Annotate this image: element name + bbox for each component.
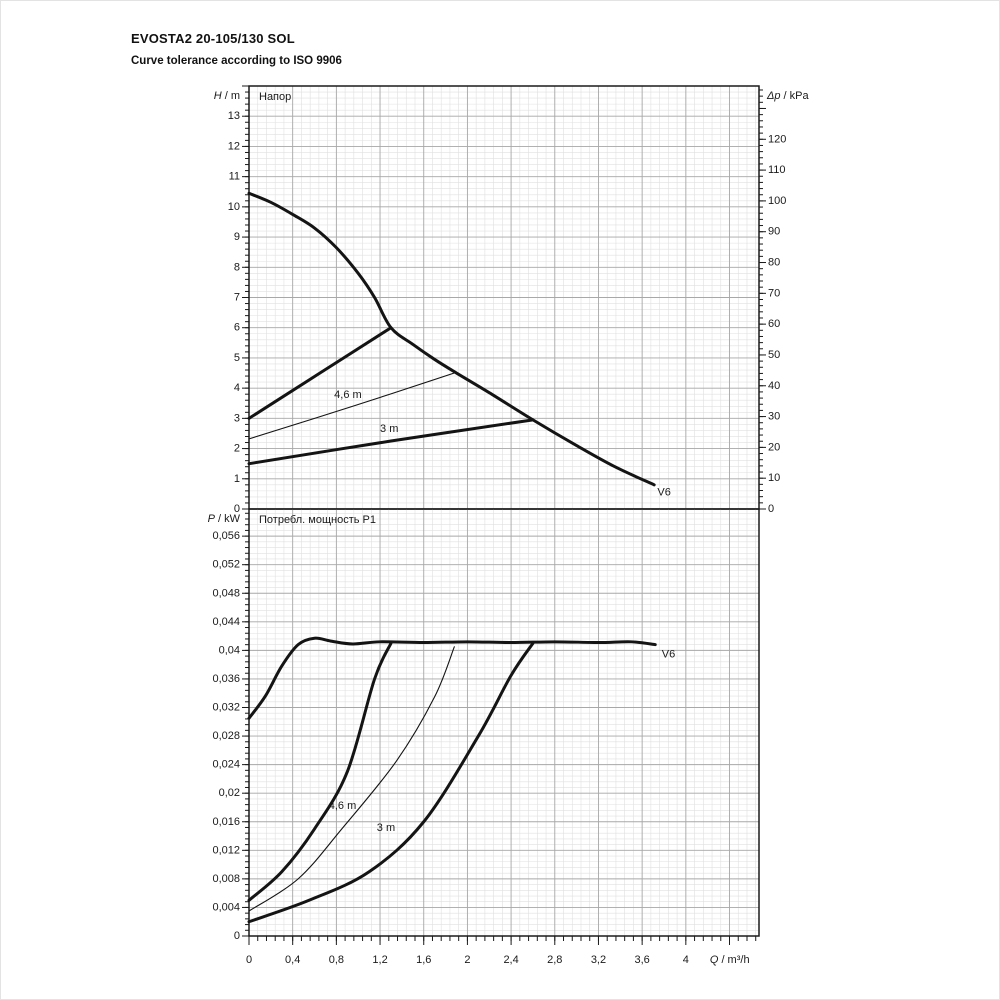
x-tick-label: 0,8 [329, 954, 344, 966]
curve-label-setting-4-6m-power: 4,6 m [329, 800, 357, 812]
x-axis-label: Q / m³/h [710, 954, 750, 966]
y-right-tick-label: 70 [768, 287, 780, 299]
curve-label-setting-4-6m: 4,6 m [334, 389, 362, 401]
y-tick-label: 12 [228, 140, 240, 152]
axis-ticks [242, 85, 766, 510]
x-tick-label: 3,2 [591, 954, 606, 966]
head-chart: 1312111098765432101201101009080706050403… [214, 85, 810, 515]
y-tick-label: 6 [234, 322, 240, 334]
y-tick-label: 0,02 [219, 787, 240, 799]
y-tick-label: 0,016 [212, 816, 240, 828]
y-tick-label: 1 [234, 473, 240, 485]
curve-setting-max [247, 326, 393, 420]
y-tick-label: 0,024 [212, 759, 240, 771]
y-right-axis-label: Δp / kPa [766, 90, 810, 102]
y-tick-label: 0,044 [212, 616, 240, 628]
y-right-tick-label: 40 [768, 380, 780, 392]
y-tick-label: 0 [234, 930, 240, 942]
y-tick-label: 0,056 [212, 530, 240, 542]
y-tick-label: 3 [234, 412, 240, 424]
y-tick-label: 0,004 [212, 901, 240, 913]
y-tick-label: 0 [234, 503, 240, 515]
curve-label-setting-3m-power: 3 m [377, 822, 395, 834]
x-tick-label: 1,6 [416, 954, 431, 966]
document-header: EVOSTA2 20-105/130 SOL Curve tolerance a… [131, 31, 342, 67]
y-tick-label: 5 [234, 352, 240, 364]
x-tick-label: 2,4 [503, 954, 518, 966]
y-tick-label: 0,036 [212, 673, 240, 685]
x-tick-label: 1,2 [372, 954, 387, 966]
y-tick-label: 0,008 [212, 873, 240, 885]
y-right-tick-label: 20 [768, 441, 780, 453]
y-right-tick-label: 80 [768, 257, 780, 269]
doc-title: EVOSTA2 20-105/130 SOL [131, 31, 295, 46]
grid-minor [249, 509, 759, 936]
curve-label-setting-3m: 3 m [380, 423, 398, 435]
y-tick-label: 0,04 [219, 644, 240, 656]
grid-major [249, 85, 759, 509]
y-right-tick-label: 0 [768, 503, 774, 515]
y-tick-label: 0,032 [212, 702, 240, 714]
y-tick-label: 0,028 [212, 730, 240, 742]
curve-setting-4-6m-power [248, 646, 455, 912]
y-axis-label: P / kW [208, 513, 241, 525]
curve-setting-max-power [247, 641, 393, 902]
y-tick-label: 0,052 [212, 559, 240, 571]
curve-setting-4-6m [248, 372, 455, 440]
y-tick-label: 0,012 [212, 844, 240, 856]
plot-frame [248, 508, 760, 937]
y-right-tick-label: 30 [768, 411, 780, 423]
y-tick-label: 8 [234, 261, 240, 273]
y-tick-label: 7 [234, 292, 240, 304]
y-right-tick-label: 50 [768, 349, 780, 361]
curve-label-max-speed-curve: V6 [657, 486, 670, 498]
x-tick-label: 3,6 [634, 954, 649, 966]
y-tick-label: 10 [228, 201, 240, 213]
y-right-tick-label: 110 [768, 164, 786, 176]
y-tick-label: 11 [229, 171, 240, 183]
y-right-tick-label: 120 [768, 133, 786, 145]
axis-ticks [242, 512, 757, 945]
y-axis-label: H / m [214, 90, 240, 102]
y-right-tick-label: 100 [768, 195, 786, 207]
y-tick-label: 0,048 [212, 587, 240, 599]
curve-setting-3m [247, 418, 535, 466]
curve-setting-3m-power [247, 641, 535, 924]
y-tick-label: 9 [234, 231, 240, 243]
y-right-tick-label: 10 [768, 472, 780, 484]
curve-max-speed-power [247, 636, 657, 720]
y-tick-label: 2 [234, 443, 240, 455]
curve-label-max-speed-power: V6 [662, 649, 675, 661]
y-tick-label: 4 [234, 382, 240, 394]
curve-max-speed-curve [247, 191, 656, 487]
y-right-tick-label: 90 [768, 226, 780, 238]
chart-title: Потребл. мощность P1 [259, 514, 376, 526]
chart-title: Напор [259, 91, 291, 103]
x-tick-label: 4 [683, 954, 689, 966]
y-tick-label: 13 [228, 110, 240, 122]
x-tick-label: 2 [464, 954, 470, 966]
x-tick-label: 2,8 [547, 954, 562, 966]
x-tick-label: 0 [246, 954, 252, 966]
y-right-tick-label: 60 [768, 318, 780, 330]
doc-subtitle: Curve tolerance according to ISO 9906 [131, 55, 342, 67]
power-chart: 0,056 0,052 0,048 0,044 0,04 0,036 0,032 0,028 0… [208, 508, 760, 966]
x-tick-label: 0,4 [285, 954, 300, 966]
grid-major [249, 509, 759, 936]
